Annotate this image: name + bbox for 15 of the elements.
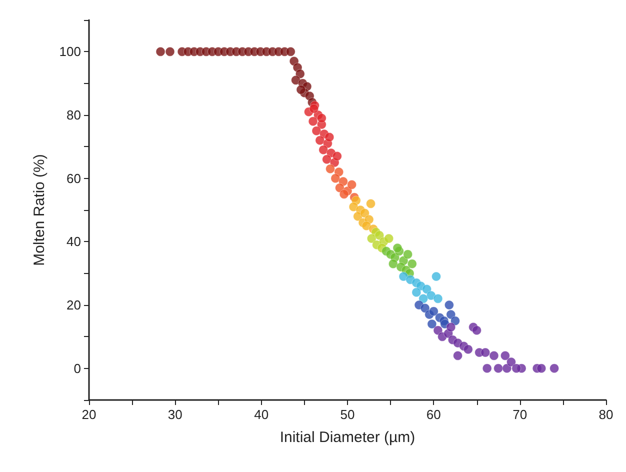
y-axis-title: Molten Ratio (%) — [31, 154, 48, 266]
y-tick-label: 100 — [59, 44, 81, 60]
x-tick-label: 80 — [598, 407, 614, 422]
x-tick-label: 50 — [340, 407, 355, 422]
x-tick-label: 20 — [82, 407, 96, 422]
x-tick-label: 60 — [426, 407, 441, 422]
y-tick-label: 80 — [66, 108, 81, 122]
y-tick-label: 60 — [66, 170, 81, 186]
y-tick-label: 20 — [66, 298, 81, 312]
y-tick-label: 40 — [66, 234, 81, 250]
x-axis-title: Initial Diameter (µm) — [280, 429, 416, 446]
y-tick-label: 0 — [74, 360, 81, 376]
x-tick-label: 70 — [512, 407, 528, 422]
x-tick-label: 30 — [168, 407, 182, 422]
x-tick-label: 40 — [254, 407, 269, 422]
